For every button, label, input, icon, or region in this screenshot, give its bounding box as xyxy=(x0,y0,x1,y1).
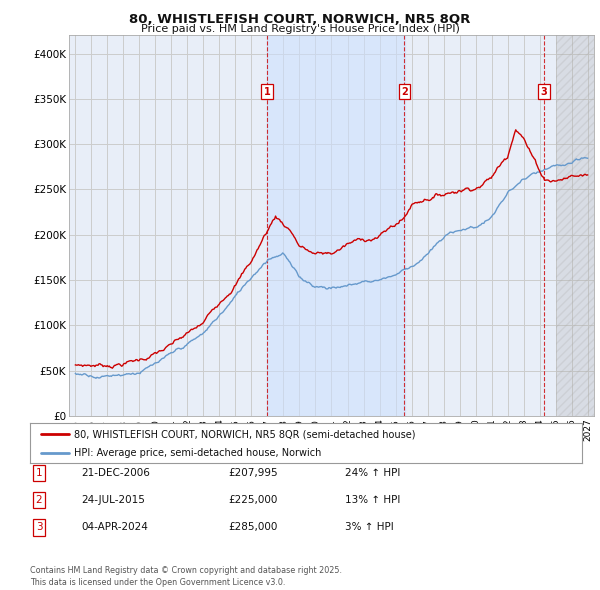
Text: 24-JUL-2015: 24-JUL-2015 xyxy=(81,496,145,505)
Text: Price paid vs. HM Land Registry's House Price Index (HPI): Price paid vs. HM Land Registry's House … xyxy=(140,24,460,34)
Text: Contains HM Land Registry data © Crown copyright and database right 2025.
This d: Contains HM Land Registry data © Crown c… xyxy=(30,566,342,587)
Text: 80, WHISTLEFISH COURT, NORWICH, NR5 8QR (semi-detached house): 80, WHISTLEFISH COURT, NORWICH, NR5 8QR … xyxy=(74,430,416,440)
Text: HPI: Average price, semi-detached house, Norwich: HPI: Average price, semi-detached house,… xyxy=(74,448,322,458)
Text: 2: 2 xyxy=(35,496,43,505)
Text: 1: 1 xyxy=(35,468,43,478)
Bar xyxy=(268,35,405,416)
Text: 04-APR-2024: 04-APR-2024 xyxy=(81,523,148,532)
Text: £285,000: £285,000 xyxy=(228,523,277,532)
Text: £225,000: £225,000 xyxy=(228,496,277,505)
Text: 3% ↑ HPI: 3% ↑ HPI xyxy=(345,523,394,532)
Text: 13% ↑ HPI: 13% ↑ HPI xyxy=(345,496,400,505)
Text: 3: 3 xyxy=(541,87,547,97)
Text: 2: 2 xyxy=(401,87,408,97)
Text: 80, WHISTLEFISH COURT, NORWICH, NR5 8QR: 80, WHISTLEFISH COURT, NORWICH, NR5 8QR xyxy=(130,13,470,26)
Text: 3: 3 xyxy=(35,523,43,532)
Text: £207,995: £207,995 xyxy=(228,468,278,478)
Text: 21-DEC-2006: 21-DEC-2006 xyxy=(81,468,150,478)
Text: 24% ↑ HPI: 24% ↑ HPI xyxy=(345,468,400,478)
Text: 1: 1 xyxy=(263,87,271,97)
